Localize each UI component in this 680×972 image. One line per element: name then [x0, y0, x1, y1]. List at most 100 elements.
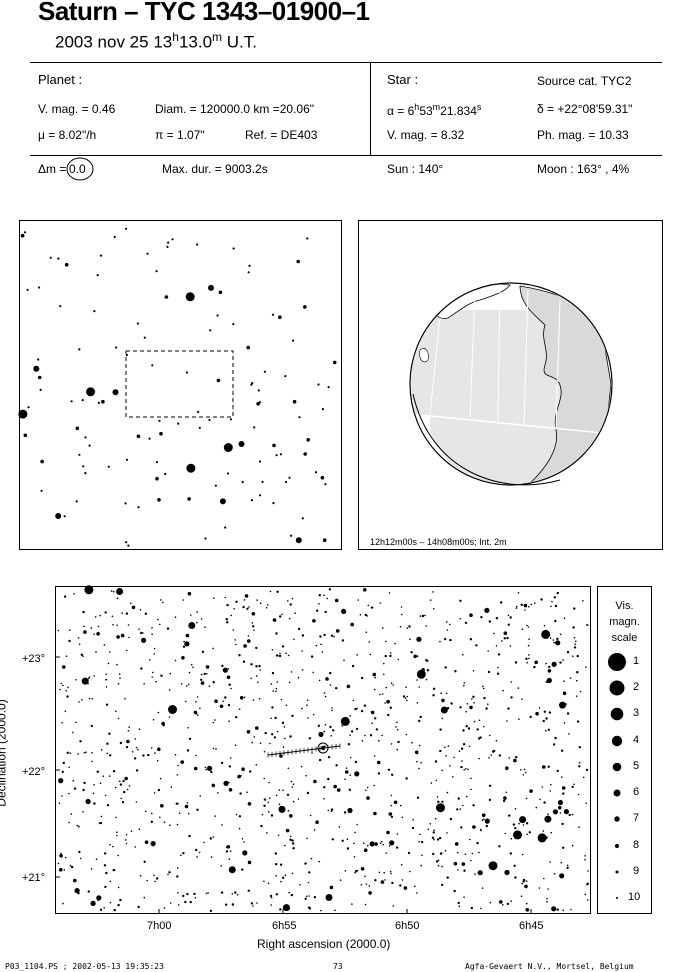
chart-star — [283, 904, 290, 912]
chart-star — [193, 892, 196, 896]
finder-star — [208, 418, 211, 422]
chart-star — [154, 880, 156, 883]
finder-star — [59, 305, 62, 308]
chart-star — [469, 838, 471, 841]
chart-star — [457, 869, 459, 871]
chart-star — [441, 883, 444, 887]
chart-star — [465, 768, 467, 770]
chart-star — [65, 690, 68, 692]
chart-star — [230, 614, 232, 617]
chart-star — [125, 842, 128, 845]
chart-star — [290, 780, 293, 783]
chart-star — [477, 870, 483, 876]
chart-star — [390, 743, 393, 745]
chart-star — [420, 840, 424, 844]
finder-star — [327, 386, 330, 389]
chart-star — [228, 683, 231, 686]
chart-star — [194, 897, 197, 899]
chart-star — [525, 797, 528, 800]
chart-star — [374, 717, 377, 720]
chart-star — [509, 645, 512, 647]
chart-star — [112, 623, 114, 626]
finder-star — [49, 256, 52, 259]
chart-star — [72, 731, 74, 734]
chart-star — [198, 851, 201, 854]
chart-star — [548, 665, 551, 669]
chart-star — [263, 777, 266, 780]
chart-star — [246, 730, 251, 734]
chart-star — [200, 618, 203, 620]
dec-tick-21: +21° — [22, 872, 46, 884]
finder-star — [209, 329, 212, 332]
chart-star — [434, 817, 437, 820]
chart-star — [180, 683, 183, 685]
chart-star — [289, 838, 292, 841]
chart-star — [359, 614, 362, 616]
chart-star — [108, 732, 111, 735]
finder-star — [33, 365, 40, 372]
chart-star — [305, 774, 307, 777]
chart-star — [509, 616, 512, 619]
chart-star — [212, 721, 215, 724]
chart-star — [467, 727, 471, 730]
chart-star — [480, 616, 483, 619]
chart-star — [468, 745, 471, 748]
chart-star — [400, 606, 403, 608]
chart-star — [169, 672, 172, 675]
chart-star — [515, 607, 518, 609]
chart-star — [571, 844, 574, 847]
chart-star — [327, 777, 330, 781]
chart-star — [388, 812, 393, 816]
chart-star — [267, 604, 269, 606]
chart-star — [174, 616, 177, 618]
chart-star — [237, 774, 241, 779]
chart-star — [228, 765, 231, 768]
chart-star — [576, 720, 580, 723]
chart-star — [291, 714, 294, 717]
chart-star — [460, 747, 464, 750]
chart-star — [376, 760, 381, 765]
chart-star — [297, 798, 300, 800]
planet-path — [267, 742, 341, 758]
chart-star — [514, 876, 517, 879]
chart-star — [228, 858, 231, 860]
finder-star — [186, 463, 196, 473]
chart-star — [272, 690, 275, 692]
chart-star — [447, 745, 450, 747]
chart-star — [489, 901, 492, 904]
chart-star — [323, 786, 326, 789]
chart-star — [427, 828, 430, 831]
chart-star — [507, 707, 510, 710]
chart-star — [263, 750, 266, 753]
chart-star — [113, 908, 116, 912]
chart-star — [464, 853, 467, 855]
chart-star — [168, 705, 177, 714]
finder-star — [96, 274, 99, 277]
chart-star — [518, 831, 520, 834]
chart-star — [278, 655, 281, 657]
chart-star — [483, 818, 485, 820]
chart-star — [344, 870, 347, 872]
chart-star — [348, 788, 351, 791]
chart-star — [134, 738, 137, 740]
chart-star — [488, 798, 492, 802]
chart-star — [239, 696, 244, 700]
chart-star — [77, 892, 80, 895]
chart-star — [338, 826, 341, 828]
chart-star — [105, 673, 107, 676]
chart-star — [232, 629, 235, 631]
chart-star — [116, 635, 120, 639]
chart-star — [458, 905, 461, 907]
chart-star — [246, 607, 249, 610]
finder-star — [320, 475, 325, 480]
chart-star — [576, 679, 578, 682]
chart-star — [102, 775, 104, 777]
chart-star — [60, 852, 62, 855]
chart-star — [177, 764, 179, 767]
footer-page-number: 73 — [333, 962, 343, 971]
chart-star — [318, 603, 320, 605]
chart-star — [222, 700, 224, 703]
chart-star — [459, 808, 462, 810]
finder-star — [303, 452, 308, 456]
chart-star — [196, 696, 199, 698]
